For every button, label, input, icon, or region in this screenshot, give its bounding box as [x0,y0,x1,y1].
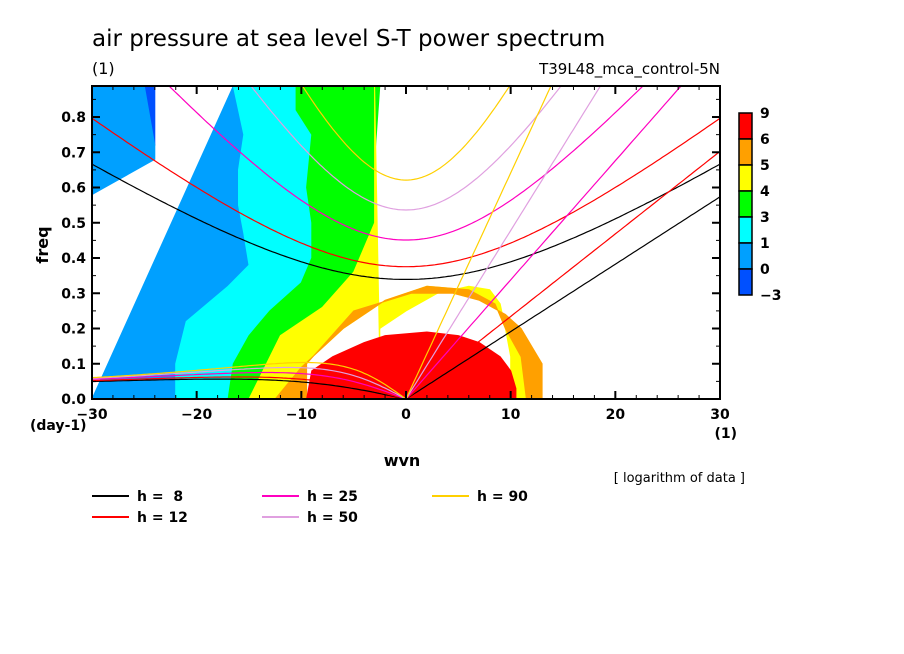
x-tick-label: 10 [501,407,521,423]
rossby-curve-h25 [92,371,407,399]
rossby-curve-h50 [92,366,407,399]
y-tick-label: 0.3 [61,286,86,302]
legend-label-h25: h = 25 [307,489,358,505]
legend-label-h90: h = 90 [477,489,528,505]
x-axis-label: wvn [384,451,421,470]
colorbar-label: 9 [760,106,770,122]
contour-region-6 [306,331,517,399]
colorbar-label: −3 [760,288,781,304]
kelvin-curve-h50 [405,86,602,399]
ig-curve-h90 [301,86,511,181]
axis-ticks [91,86,721,400]
y-tick-label: 0.2 [61,322,86,338]
subtitle-left: (1) [92,59,115,78]
contour-regions [92,86,543,399]
colorbar: 9 6 5 4 3 1 0 −3 [738,106,781,304]
colorbar-swatch [738,242,753,270]
y-axis-label: freq [33,226,52,263]
y-tick-labels: 0.0 0.1 0.2 0.3 0.4 0.5 0.6 0.7 0.8 [61,110,86,408]
y-tick-label: 0.5 [61,216,86,232]
colorbar-label: 3 [760,210,770,226]
ig-curve-h50 [250,86,562,211]
ig-curve-h12 [92,117,720,268]
dispersion-curves [92,86,720,399]
legend-label-h12: h = 12 [137,510,188,526]
colorbar-label: 4 [760,184,770,200]
kelvin-curve-h90 [405,86,552,399]
y-tick-label: 0.6 [61,181,86,197]
chart-title: air pressure at sea level S-T power spec… [92,26,605,52]
x-tick-labels: −30 −20 −10 0 10 20 30 [76,407,730,423]
contour-region-5 [274,285,543,399]
x-tick-label: 20 [606,407,626,423]
colorbar-label: 0 [760,262,770,278]
colorbar-label: 1 [760,236,770,252]
x-unit-label: (1) [714,426,737,442]
ig-curve-h8 [92,163,720,280]
rossby-curve-h8 [92,378,407,399]
rossby-curve-h12 [92,376,407,399]
colorbar-swatch [738,216,753,244]
legend-label-h50: h = 50 [307,510,358,526]
colorbar-swatch [738,268,753,296]
colorbar-swatch [738,190,753,218]
colorbar-label: 6 [760,132,770,148]
colorbar-swatch [738,112,753,140]
kelvin-curve-h12 [405,150,720,399]
colorbar-swatch [738,164,753,192]
legend: h = 8 h = 12 h = 25 h = 50 h = 90 [92,489,528,526]
x-tick-label: 0 [401,407,411,423]
x-tick-label: −10 [286,407,317,423]
ig-curve-h25 [168,86,644,241]
colorbar-swatch [738,138,753,166]
x-tick-label: 30 [710,407,730,423]
colorbar-label: 5 [760,158,770,174]
y-tick-label: 0.4 [61,251,86,267]
kelvin-curve-h8 [405,196,720,399]
kelvin-curve-h25 [405,86,682,399]
legend-label-h8: h = 8 [137,489,183,505]
x-tick-label: −20 [181,407,212,423]
y-tick-label: 0.1 [61,357,86,373]
x-tick-label: −30 [76,407,107,423]
logarithm-note: [ logarithm of data ] [614,471,745,486]
y-tick-label: 0.7 [61,145,86,161]
subtitle-right: T39L48_mca_control-5N [538,60,720,79]
y-tick-label: 0.0 [61,392,86,408]
rossby-curve-h90 [92,361,407,399]
y-unit-label: (day-1) [30,418,87,434]
y-tick-label: 0.8 [61,110,86,126]
